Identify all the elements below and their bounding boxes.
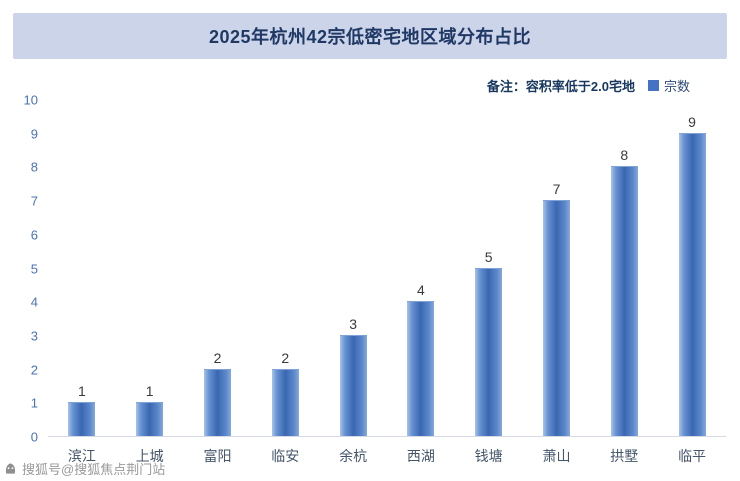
watermark: 搜狐号@搜狐焦点荆门站 — [3, 459, 165, 478]
y-tick-label: 2 — [30, 362, 38, 378]
bar-西湖[interactable] — [407, 301, 435, 436]
y-tick-label: 4 — [30, 294, 38, 310]
bar-临平[interactable] — [678, 132, 706, 436]
page-title: 2025年杭州42宗低密宅地区域分布占比 — [208, 27, 532, 47]
x-axis-label: 萧山 — [542, 448, 571, 464]
bar-临安[interactable] — [271, 368, 299, 436]
y-tick-label: 8 — [30, 159, 38, 175]
y-tick-label: 3 — [30, 328, 38, 344]
x-axis-label: 钱塘 — [474, 448, 503, 464]
x-labels: 滨江 上城 富阳 临安 余杭 西湖 钱塘 萧山 拱墅 临平 — [48, 437, 726, 466]
x-axis-label: 富阳 — [203, 448, 232, 464]
bar-slot: 7 — [523, 100, 591, 436]
legend-label: 宗数 — [663, 78, 690, 94]
bar-value-label: 9 — [688, 113, 696, 130]
bar-value-label: 1 — [78, 383, 86, 400]
y-tick-label: 9 — [30, 126, 38, 142]
plot-area: 1 1 2 2 3 4 5 7 8 9 — [48, 100, 726, 437]
bar-value-label: 2 — [281, 349, 290, 366]
bar-slot: 9 — [658, 100, 726, 436]
y-tick-label: 1 — [30, 395, 38, 411]
bar-slot: 1 — [116, 100, 184, 436]
x-axis-label: 上城 — [135, 448, 164, 464]
note-text: 备注：容积率低于2.0宅地 — [486, 78, 635, 94]
x-axis-label: 临平 — [678, 448, 707, 464]
bar-value-label: 7 — [552, 181, 561, 198]
x-axis-label: 西湖 — [406, 448, 435, 464]
bar-slot: 4 — [387, 100, 455, 436]
x-axis-label: 滨江 — [67, 448, 96, 464]
y-axis: 0 1 2 3 4 5 6 7 8 9 10 — [14, 94, 48, 444]
x-axis-label: 临安 — [271, 448, 300, 464]
bar-slot: 1 — [48, 100, 116, 436]
bar-slot: 5 — [455, 100, 523, 436]
title-banner: 2025年杭州42宗低密宅地区域分布占比 — [13, 13, 727, 59]
y-tick-label: 7 — [30, 193, 38, 209]
bar-钱塘[interactable] — [475, 267, 503, 436]
legend-item: 宗数 — [647, 76, 690, 95]
bar-value-label: 3 — [349, 315, 357, 332]
bar-slot: 8 — [590, 100, 658, 436]
bar-滨江[interactable] — [68, 402, 96, 436]
x-axis-label: 拱墅 — [610, 448, 639, 464]
bar-value-label: 5 — [484, 248, 493, 265]
bar-上城[interactable] — [136, 402, 164, 436]
y-tick-label: 10 — [23, 92, 38, 108]
note-row: 备注：容积率低于2.0宅地 宗数 — [487, 76, 690, 94]
y-tick-label: 0 — [30, 429, 38, 445]
bar-萧山[interactable] — [542, 200, 570, 436]
bar-slot: 3 — [319, 100, 387, 436]
sohu-logo-icon — [3, 461, 18, 476]
legend-swatch-icon — [647, 79, 659, 91]
bar-余杭[interactable] — [339, 334, 367, 436]
bar-value-label: 4 — [416, 282, 425, 299]
watermark-text: 搜狐号@搜狐焦点荆门站 — [22, 462, 166, 477]
bar-value-label: 8 — [620, 147, 629, 164]
bar-拱墅[interactable] — [610, 166, 638, 436]
y-tick-label: 6 — [30, 227, 38, 243]
bars: 1 1 2 2 3 4 5 7 8 9 — [48, 100, 726, 436]
bar-value-label: 1 — [145, 383, 154, 400]
y-tick-label: 5 — [30, 261, 38, 276]
x-axis-label: 余杭 — [339, 448, 368, 464]
bar-slot: 2 — [184, 100, 252, 436]
bar-value-label: 2 — [213, 349, 222, 366]
bar-slot: 2 — [251, 100, 319, 436]
bar-富阳[interactable] — [203, 368, 231, 436]
